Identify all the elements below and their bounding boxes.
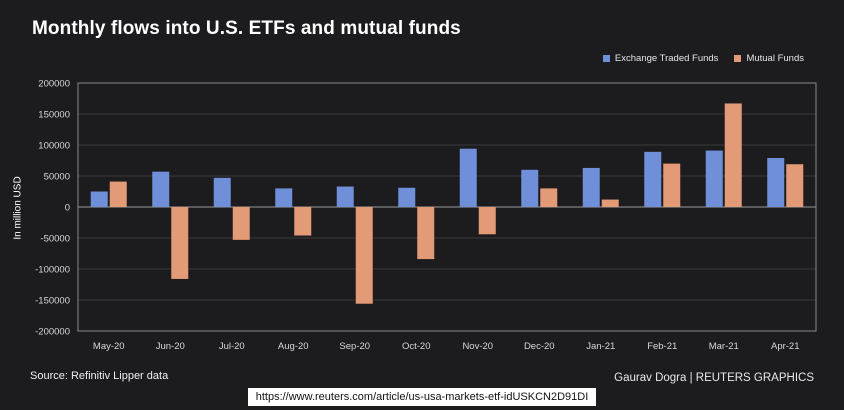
x-tick-label: Jul-20	[219, 341, 245, 352]
legend-swatch-etf	[602, 55, 610, 62]
bar-mutual	[171, 207, 189, 279]
bar-etf	[644, 151, 662, 207]
bar-mutual	[232, 207, 250, 240]
bar-mutual	[109, 181, 127, 207]
bar-etf	[459, 148, 477, 207]
x-tick-label: Feb-21	[647, 341, 677, 352]
y-tick-label: 150000	[38, 110, 70, 121]
bar-etf	[275, 188, 293, 207]
y-tick-label: -200000	[35, 327, 70, 338]
credit-line: Gaurav Dogra | REUTERS GRAPHICS	[614, 372, 814, 384]
y-tick-label: -150000	[35, 296, 70, 307]
chart-title: Monthly flows into U.S. ETFs and mutual …	[32, 18, 461, 39]
article-url[interactable]: https://www.reuters.com/article/us-usa-m…	[248, 388, 596, 406]
plot-frame	[77, 82, 817, 332]
bar-etf	[705, 150, 723, 207]
bar-etf	[152, 171, 170, 207]
x-tick-label: Oct-20	[402, 341, 431, 352]
bar-etf	[521, 169, 539, 207]
y-tick-label: 200000	[38, 79, 70, 90]
bar-etf	[767, 158, 785, 207]
legend-item-mutual: Mutual Funds	[734, 53, 804, 64]
x-tick-label: Mar-21	[709, 341, 739, 352]
x-tick-label: Jan-21	[586, 341, 615, 352]
x-tick-label: May-20	[93, 341, 125, 352]
x-tick-label: Dec-20	[524, 341, 555, 352]
y-tick-label: 0	[65, 203, 70, 214]
legend: Exchange Traded Funds Mutual Funds	[602, 53, 804, 64]
bar-etf	[213, 177, 231, 207]
bar-mutual	[601, 199, 619, 207]
bar-mutual	[355, 207, 373, 304]
legend-label-mutual: Mutual Funds	[746, 53, 804, 64]
bar-etf	[336, 186, 354, 207]
x-tick-label: Aug-20	[278, 341, 309, 352]
y-tick-label: 50000	[44, 172, 70, 183]
bar-mutual	[663, 163, 681, 207]
x-tick-label: Apr-21	[771, 341, 800, 352]
bar-mutual	[540, 188, 558, 207]
y-tick-label: -50000	[40, 234, 70, 245]
bar-mutual	[294, 207, 312, 236]
y-tick-label: 100000	[38, 141, 70, 152]
bar-etf	[90, 191, 108, 207]
bar-etf	[582, 167, 600, 207]
bar-mutual	[786, 164, 804, 207]
bar-mutual	[724, 103, 742, 207]
legend-swatch-mutual	[734, 55, 742, 62]
x-tick-label: Nov-20	[462, 341, 493, 352]
bar-mutual	[417, 207, 435, 260]
x-tick-label: Sep-20	[339, 341, 370, 352]
source-note: Source: Refinitiv Lipper data	[30, 370, 169, 382]
bar-etf	[398, 187, 416, 207]
legend-label-etf: Exchange Traded Funds	[614, 53, 719, 64]
legend-item-etf: Exchange Traded Funds	[602, 53, 719, 64]
x-tick-label: Jun-20	[156, 341, 185, 352]
y-tick-label: -100000	[35, 265, 70, 276]
bar-mutual	[478, 207, 496, 235]
